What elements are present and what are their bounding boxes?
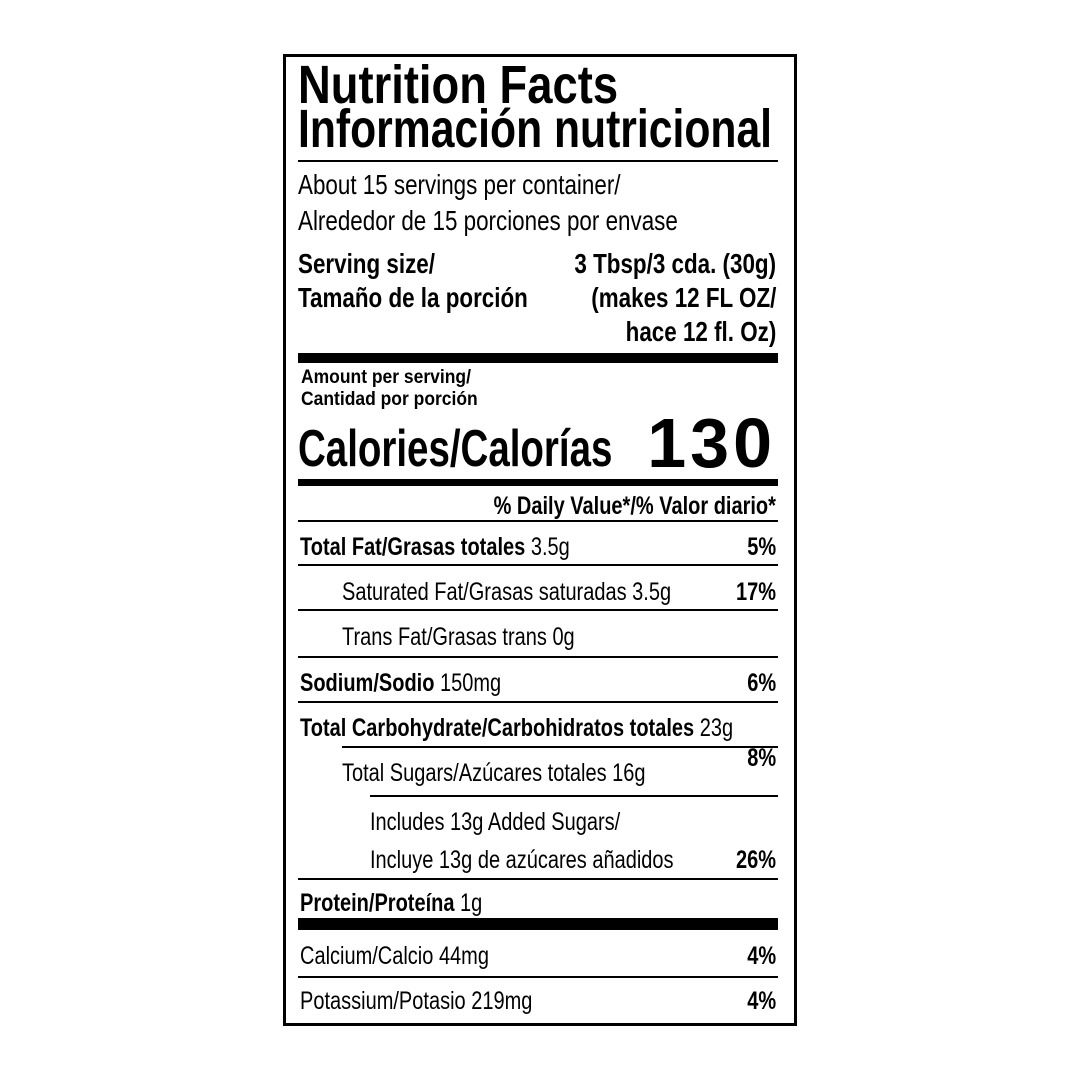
divider xyxy=(298,976,778,978)
calories-label-text: Calories/Calorías xyxy=(298,420,613,478)
divider xyxy=(298,564,778,566)
nutrient-row: Protein/Proteína 1g xyxy=(300,888,794,918)
nutrient-name: Total Sugars/Azúcares totales xyxy=(342,759,607,787)
calories-value: 130 xyxy=(647,404,776,482)
serving-size-label: Serving size/ Tamaño de la porción xyxy=(298,247,585,315)
nutrient-row: Trans Fat/Grasas trans 0g xyxy=(342,622,794,652)
added-sugars-line2: Incluye 13g de azúcares añadidos xyxy=(370,846,674,874)
label-title: Nutrition Facts Información nutricional xyxy=(298,55,898,159)
divider xyxy=(298,701,778,703)
nutrient-row: Sodium/Sodio 150mg 6% xyxy=(300,668,794,698)
thick-divider xyxy=(298,353,778,363)
nutrient-name: Protein/Proteína xyxy=(300,889,455,917)
servings-line1: About 15 servings per container/ xyxy=(298,169,621,200)
nutrient-row: Total Sugars/Azúcares totales 16g xyxy=(342,758,794,788)
serving-size-value: 3 Tbsp/3 cda. (30g) (makes 12 FL OZ/ hac… xyxy=(494,247,794,357)
serving-size-value3: hace 12 fl. Oz) xyxy=(625,316,776,347)
nutrient-name: Saturated Fat/Grasas saturadas xyxy=(342,578,627,606)
nutrient-name: Total Fat/Grasas totales xyxy=(300,533,526,561)
added-sugars-dv: 26% xyxy=(735,846,776,874)
nutrition-facts-label: Nutrition Facts Información nutricional … xyxy=(283,54,797,1026)
added-sugars-row: Includes 13g Added Sugars/ Incluye 13g d… xyxy=(370,803,794,879)
divider xyxy=(342,746,778,748)
nutrient-row: Total Carbohydrate/Carbohidratos totales… xyxy=(300,713,794,772)
nutrient-amount: 23g xyxy=(699,714,734,742)
nutrient-dv: 5% xyxy=(747,533,776,561)
added-sugars-line1: Includes 13g Added Sugars/ xyxy=(370,808,621,836)
divider xyxy=(298,160,778,162)
thick-divider xyxy=(298,479,778,486)
nutrient-amount: 219mg xyxy=(471,987,533,1015)
nutrient-dv: 4% xyxy=(747,987,776,1015)
nutrient-amount: 0g xyxy=(552,623,575,651)
nutrient-row: Calcium/Calcio 44mg 4% xyxy=(300,941,794,971)
nutrient-dv: 6% xyxy=(747,669,776,697)
nutrient-dv: 17% xyxy=(735,578,776,606)
nutrient-name: Sodium/Sodio xyxy=(300,669,435,697)
nutrient-name: Trans Fat/Grasas trans xyxy=(342,623,547,651)
amount-line2: Cantidad por porción xyxy=(301,389,478,410)
nutrient-row: Total Fat/Grasas totales 3.5g 5% xyxy=(300,532,794,562)
nutrient-name: Total Carbohydrate/Carbohidratos totales xyxy=(300,714,695,742)
nutrient-amount: 3.5g xyxy=(530,533,570,561)
nutrient-amount: 1g xyxy=(460,889,483,917)
divider xyxy=(298,609,778,611)
servings-line2: Alrededor de 15 porciones por envase xyxy=(298,205,678,236)
nutrient-name: Calcium/Calcio xyxy=(300,942,434,970)
serving-size-label2: Tamaño de la porción xyxy=(298,282,528,313)
title-es: Información nutricional xyxy=(298,99,773,159)
nutrient-dv: 8% xyxy=(747,744,776,772)
amount-line1: Amount per serving/ xyxy=(301,367,471,388)
divider xyxy=(298,878,778,880)
divider xyxy=(298,520,778,522)
title-en: Nutrition Facts xyxy=(298,55,619,115)
serving-size-label1: Serving size/ xyxy=(298,248,435,279)
nutrient-amount: 44mg xyxy=(438,942,489,970)
nutrient-dv: 4% xyxy=(747,942,776,970)
serving-size-value2: (makes 12 FL OZ/ xyxy=(590,282,776,313)
divider xyxy=(370,795,778,797)
calories-label: Calories/Calorías xyxy=(298,419,723,479)
daily-value-header-text: % Daily Value*/% Valor diario* xyxy=(493,492,776,520)
nutrient-amount: 16g xyxy=(612,759,646,787)
divider xyxy=(298,656,778,658)
nutrient-row: Potassium/Potasio 219mg 4% xyxy=(300,986,794,1016)
nutrient-row: Saturated Fat/Grasas saturadas 3.5g 17% xyxy=(342,577,794,607)
amount-per-serving: Amount per serving/ Cantidad por porción xyxy=(301,367,493,411)
servings-per-container: About 15 servings per container/ Alreded… xyxy=(298,167,773,239)
nutrient-amount: 3.5g xyxy=(632,578,672,606)
serving-size-value1: 3 Tbsp/3 cda. (30g) xyxy=(574,248,776,279)
thick-divider xyxy=(298,918,778,930)
nutrient-amount: 150mg xyxy=(440,669,502,697)
nutrient-name: Potassium/Potasio xyxy=(300,987,466,1015)
